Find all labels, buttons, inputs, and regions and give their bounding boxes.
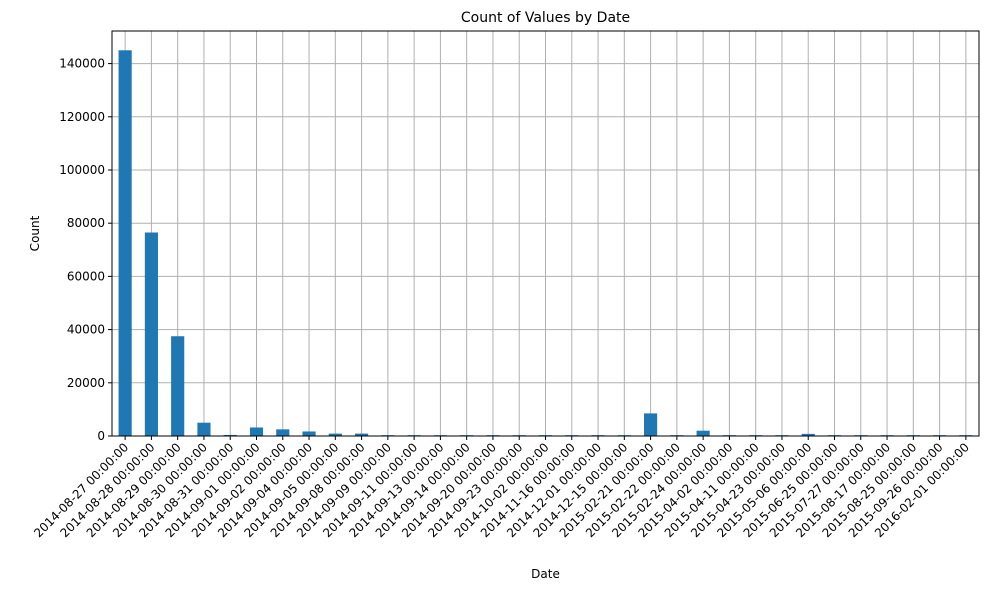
bar [644, 413, 658, 436]
y-tick-label: 120000 [59, 110, 105, 124]
bar [696, 430, 710, 436]
bar [249, 427, 264, 436]
y-axis-label: Count [28, 215, 42, 251]
bars [118, 50, 973, 437]
bar [197, 422, 211, 436]
chart-title: Count of Values by Date [461, 10, 630, 26]
y-tick-label: 80000 [67, 216, 105, 230]
bar [144, 232, 158, 436]
bar [276, 429, 290, 436]
y-tick-label: 40000 [67, 323, 105, 337]
y-axis-ticks: 0 20000 40000 60000 80000 100000 120000 140000 [59, 57, 112, 443]
x-axis-label: Date [531, 567, 560, 581]
bar [118, 50, 132, 437]
y-tick-label: 20000 [67, 376, 105, 390]
y-tick-label: 60000 [67, 269, 105, 283]
y-tick-label: 0 [97, 429, 105, 443]
bar [328, 433, 342, 436]
bar [223, 434, 237, 436]
y-tick-label: 100000 [59, 163, 105, 177]
grid [112, 31, 979, 437]
bar [302, 431, 316, 436]
bar [355, 433, 369, 436]
bar [171, 336, 185, 436]
y-tick-label: 140000 [59, 57, 105, 71]
bar [801, 433, 815, 436]
